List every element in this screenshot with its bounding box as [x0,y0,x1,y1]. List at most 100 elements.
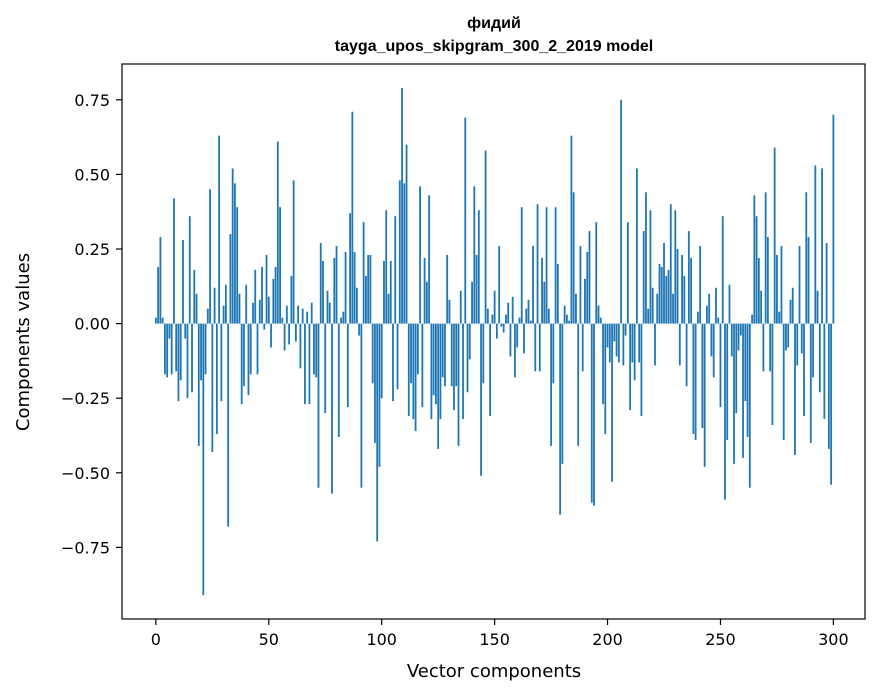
bar [453,323,455,411]
bar [224,284,227,324]
bar [626,222,629,324]
bar [247,323,250,396]
bar [791,287,794,324]
bar [640,323,643,417]
bar [735,323,738,414]
bar [215,323,218,434]
bar [279,207,281,324]
bar [737,323,740,351]
bar [473,186,476,324]
bar [430,323,433,420]
bar [446,254,449,324]
bar [202,323,205,596]
bar [220,323,223,402]
bar [604,323,607,434]
bar [274,266,277,324]
bar [209,189,211,324]
bar [358,323,361,336]
bar [256,323,259,375]
bar [715,287,717,324]
bar [624,323,627,336]
bar [717,317,720,324]
bar [319,243,322,324]
bar [703,323,706,467]
bar [195,293,198,324]
bar [543,281,546,324]
bar [520,207,523,324]
bar [243,323,245,387]
bar [798,246,801,324]
bar [816,290,819,324]
bar [428,195,431,324]
bar [387,293,390,324]
bar [575,293,577,324]
bar [669,204,672,324]
bar [344,251,347,324]
bar [507,302,510,324]
bar [724,323,726,500]
bar [579,246,582,324]
x-tick-label: 250 [705,630,736,649]
bar [538,323,541,372]
bar [362,222,365,324]
y-tick-label: −0.25 [61,389,110,408]
bar [532,246,534,324]
bar [690,257,693,324]
bar [252,302,254,324]
y-tick-label: 0.50 [74,165,110,184]
y-tick-label: −0.50 [61,464,110,483]
bar [613,323,616,342]
bar [620,99,623,324]
bar [565,314,568,324]
bar [590,323,593,503]
bar [814,165,817,324]
bar [385,210,388,324]
bar [633,323,636,381]
bar [769,323,772,372]
bar [211,323,214,452]
bar [636,168,638,324]
bar [733,323,735,464]
bar [383,260,385,324]
bar [394,216,397,324]
bar [435,323,437,405]
bar [602,323,604,405]
plot-frame [121,63,866,620]
bar [500,323,503,327]
bar [421,323,424,408]
bar [376,323,379,542]
bar [396,323,399,390]
bar [301,308,304,324]
bar [459,290,462,324]
bar [527,299,530,324]
bar [739,323,742,336]
bar [184,323,187,339]
bar [785,323,787,351]
bar [502,323,505,333]
bar [281,317,284,324]
bar [683,275,686,324]
bar [712,323,715,378]
bar [346,323,349,408]
bar [403,183,406,324]
bar [760,290,763,324]
bar [204,323,207,375]
bar [694,323,697,440]
bar [568,320,571,324]
bar [444,323,446,387]
bar [249,323,252,375]
bar [803,323,805,417]
bar [324,323,327,414]
bar [326,290,329,324]
bar [432,323,435,396]
bar [389,260,392,324]
x-tick-label: 50 [259,630,279,649]
bar [290,275,293,324]
bar [186,323,189,399]
bar [665,275,668,324]
bar [240,323,243,405]
bar [258,299,261,324]
bar [292,180,295,324]
bar [371,323,374,384]
y-axis-label: Components values [13,253,34,431]
